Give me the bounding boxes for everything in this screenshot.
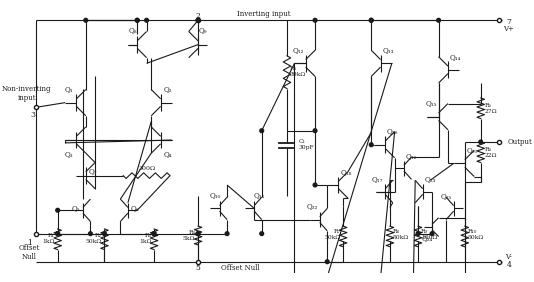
Text: V-: V-: [505, 253, 512, 261]
Text: C₁
30pF: C₁ 30pF: [298, 139, 314, 150]
Text: Q₃: Q₃: [65, 150, 73, 158]
Text: Q₁: Q₁: [65, 85, 73, 94]
Text: 7: 7: [506, 18, 511, 26]
Text: R₁
1kΩ: R₁ 1kΩ: [42, 233, 55, 244]
Text: R₂
50kΩ: R₂ 50kΩ: [85, 233, 101, 244]
Text: Offset Null: Offset Null: [221, 264, 260, 272]
Circle shape: [196, 232, 200, 235]
Text: Q₁₇: Q₁₇: [372, 175, 383, 183]
Text: Q₄: Q₄: [164, 150, 172, 158]
Text: R₇
50kΩ: R₇ 50kΩ: [324, 229, 340, 240]
Text: V+: V+: [504, 25, 514, 33]
Circle shape: [103, 232, 106, 235]
Text: Q₁₈: Q₁₈: [340, 168, 351, 176]
Circle shape: [313, 183, 317, 187]
Circle shape: [416, 232, 420, 235]
Text: Non-inverting
input: Non-inverting input: [2, 85, 52, 102]
Circle shape: [260, 232, 264, 235]
Text: R₆
39kΩ: R₆ 39kΩ: [290, 66, 306, 77]
Text: Q₂: Q₂: [164, 85, 172, 94]
Text: Q₇: Q₇: [89, 167, 98, 175]
Text: Q₁₂: Q₁₂: [293, 46, 304, 54]
Circle shape: [313, 129, 317, 133]
Text: 3: 3: [30, 111, 35, 119]
Circle shape: [260, 129, 264, 133]
Text: Q₂₀: Q₂₀: [467, 146, 478, 154]
Circle shape: [225, 232, 229, 235]
Circle shape: [196, 232, 200, 235]
Text: R₁₀
50kΩ: R₁₀ 50kΩ: [468, 229, 484, 240]
Circle shape: [370, 18, 373, 22]
Circle shape: [152, 232, 156, 235]
Circle shape: [430, 232, 434, 235]
Text: Q₉: Q₉: [199, 27, 207, 35]
Text: Q₅: Q₅: [71, 204, 80, 212]
Text: Q₂₃: Q₂₃: [425, 175, 436, 183]
Circle shape: [479, 140, 483, 144]
Text: Q₆: Q₆: [131, 204, 139, 212]
Text: Q₂₂: Q₂₂: [307, 202, 318, 211]
Text: Q₂₄: Q₂₄: [422, 234, 433, 242]
Circle shape: [196, 18, 200, 22]
Text: R₆
22Ω: R₆ 22Ω: [484, 147, 497, 158]
Circle shape: [135, 18, 139, 22]
Text: Q₁₆: Q₁₆: [387, 128, 398, 136]
Circle shape: [56, 208, 60, 212]
Text: 1: 1: [27, 239, 32, 247]
Text: 4: 4: [506, 261, 511, 270]
Text: Q₁₀: Q₁₀: [209, 191, 221, 199]
Circle shape: [370, 18, 373, 22]
Text: Q₁₃: Q₁₃: [382, 46, 394, 54]
Text: Output: Output: [508, 138, 532, 146]
Text: Inverting input: Inverting input: [237, 10, 290, 18]
Text: Q₁₅: Q₁₅: [426, 100, 437, 107]
Circle shape: [89, 232, 92, 235]
Circle shape: [196, 18, 200, 22]
Circle shape: [325, 260, 329, 264]
Text: Offset
Null: Offset Null: [19, 244, 40, 261]
Text: Q₁₆: Q₁₆: [406, 152, 417, 160]
Circle shape: [84, 18, 88, 22]
Text: Q₁₁: Q₁₁: [253, 191, 265, 199]
Text: Q₈: Q₈: [128, 27, 137, 35]
Circle shape: [370, 143, 373, 147]
Text: R₃
1kΩ: R₃ 1kΩ: [139, 233, 151, 244]
Text: R₉
100Ω: R₉ 100Ω: [421, 229, 437, 240]
Circle shape: [56, 232, 60, 235]
Circle shape: [145, 18, 148, 22]
Text: R₅
27Ω: R₅ 27Ω: [484, 103, 497, 114]
Text: R₈
50kΩ: R₈ 50kΩ: [392, 229, 409, 240]
Circle shape: [313, 18, 317, 22]
Text: 5: 5: [195, 264, 200, 272]
Circle shape: [437, 18, 441, 22]
Text: 300Ω: 300Ω: [138, 166, 155, 171]
Text: Q₁₄: Q₁₄: [450, 53, 461, 61]
Circle shape: [56, 232, 60, 235]
Text: Q₂₅: Q₂₅: [441, 192, 452, 200]
Text: R₄
5kΩ: R₄ 5kΩ: [183, 230, 195, 241]
Circle shape: [135, 18, 139, 22]
Text: 2: 2: [195, 12, 200, 19]
Circle shape: [152, 232, 156, 235]
